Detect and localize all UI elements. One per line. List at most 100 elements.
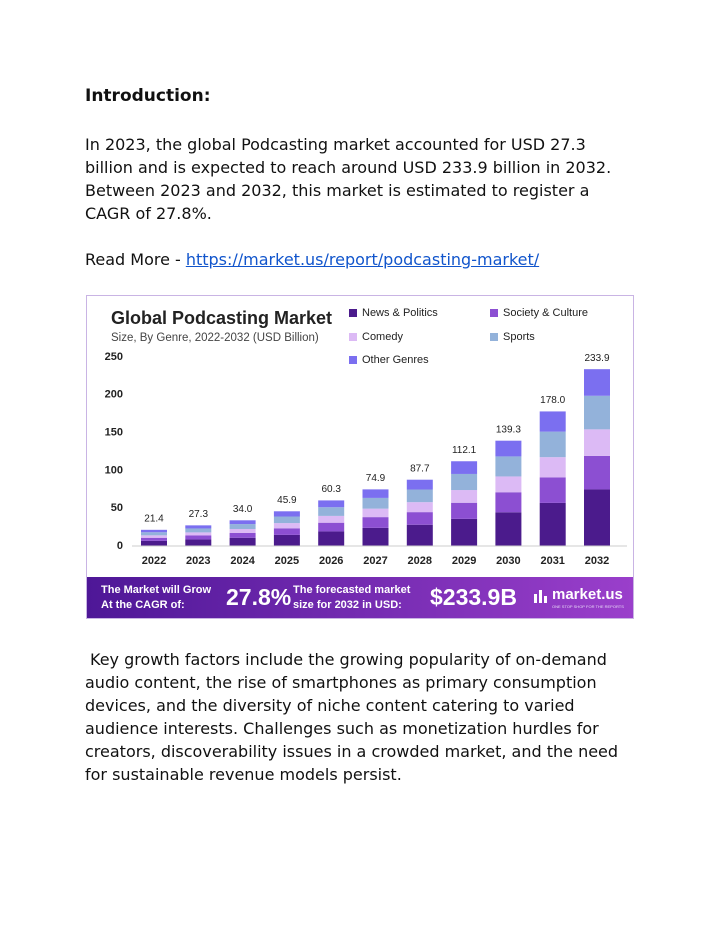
banner-text: The Market will Grow bbox=[101, 584, 211, 596]
banner-cagr: 27.8% bbox=[226, 584, 291, 610]
bar-segment bbox=[451, 461, 478, 474]
bar-segment bbox=[406, 479, 433, 490]
bar-segment bbox=[273, 523, 300, 529]
bar-segment bbox=[229, 532, 256, 538]
bar-segment bbox=[539, 457, 566, 478]
x-tick-label: 2023 bbox=[186, 555, 210, 567]
x-tick-label: 2026 bbox=[319, 555, 343, 567]
bar-segment bbox=[406, 524, 433, 546]
bar-segment bbox=[273, 511, 300, 517]
total-label: 60.3 bbox=[321, 484, 341, 495]
bar-segment bbox=[229, 524, 256, 529]
x-tick-label: 2027 bbox=[363, 555, 387, 567]
legend-label: Society & Culture bbox=[503, 307, 588, 319]
bar-segment bbox=[584, 455, 610, 490]
banner-text: At the CAGR of: bbox=[101, 599, 185, 611]
body-paragraph: Key growth factors include the growing p… bbox=[85, 650, 619, 784]
bar-segment bbox=[451, 473, 478, 491]
bar-segment bbox=[451, 502, 478, 519]
legend-swatch bbox=[349, 356, 357, 364]
total-label: 87.7 bbox=[410, 463, 430, 474]
banner-text: The forecasted market bbox=[293, 584, 411, 596]
bar-segment bbox=[318, 515, 345, 523]
bar-segment bbox=[229, 537, 256, 546]
bar-segment bbox=[584, 369, 610, 396]
legend-swatch bbox=[349, 309, 357, 317]
legend-label: News & Politics bbox=[362, 307, 438, 319]
bar-segment bbox=[141, 529, 167, 533]
bar-segment bbox=[584, 429, 610, 456]
bar-segment bbox=[318, 500, 345, 508]
y-tick-label: 150 bbox=[105, 427, 123, 439]
legend-label: Other Genres bbox=[362, 354, 429, 366]
x-tick-label: 2032 bbox=[585, 555, 609, 567]
banner-text: size for 2032 in USD: bbox=[293, 599, 402, 611]
intro-paragraph: In 2023, the global Podcasting market ac… bbox=[85, 135, 612, 223]
total-label: 45.9 bbox=[277, 495, 297, 506]
bar-segment bbox=[273, 516, 300, 524]
total-label: 233.9 bbox=[584, 353, 609, 364]
y-tick-label: 250 bbox=[105, 351, 123, 363]
bar-segment bbox=[362, 508, 389, 518]
bar-segment bbox=[451, 518, 478, 546]
bar-segment bbox=[362, 489, 389, 498]
bar-segment bbox=[141, 540, 167, 546]
banner-forecast: $233.9B bbox=[430, 584, 517, 610]
bar-segment bbox=[185, 532, 212, 536]
x-tick-label: 2028 bbox=[408, 555, 432, 567]
legend-label: Sports bbox=[503, 331, 535, 343]
bar-segment bbox=[495, 512, 522, 546]
bar-segment bbox=[318, 531, 345, 546]
bar-segment bbox=[185, 539, 212, 546]
bar-segment bbox=[185, 528, 212, 533]
y-tick-label: 50 bbox=[111, 502, 123, 514]
chart: Global Podcasting Market Size, By Genre,… bbox=[86, 295, 634, 619]
bar-segment bbox=[495, 492, 522, 513]
y-tick-label: 200 bbox=[105, 389, 123, 401]
total-label: 178.0 bbox=[540, 395, 565, 406]
bar-segment bbox=[362, 497, 389, 509]
bar-segment bbox=[539, 431, 566, 458]
bar-segment bbox=[141, 532, 167, 536]
read-more-label: Read More - bbox=[85, 250, 181, 269]
y-tick-label: 100 bbox=[105, 464, 123, 476]
bar-segment bbox=[141, 535, 167, 538]
bar-segment bbox=[495, 440, 522, 457]
link[interactable]: https://market.us/report/podcasting-mark… bbox=[185, 250, 540, 269]
bar-segment bbox=[539, 502, 566, 546]
bar-segment bbox=[185, 525, 212, 529]
heading: Introduction: bbox=[85, 86, 211, 106]
bar-segment bbox=[406, 489, 433, 503]
bar-segment bbox=[406, 502, 433, 513]
bar-segment bbox=[273, 534, 300, 546]
bar-segment bbox=[539, 477, 566, 503]
bar-segment bbox=[584, 395, 610, 430]
bar-segment bbox=[362, 527, 389, 546]
read-more: Read More - https://market.us/report/podc… bbox=[85, 248, 645, 271]
bar-segment bbox=[495, 456, 522, 477]
bar-segment bbox=[185, 535, 212, 540]
bar-segment bbox=[229, 528, 256, 533]
bar-segment bbox=[318, 522, 345, 532]
x-tick-label: 2030 bbox=[496, 555, 520, 567]
chart-title: Global Podcasting Market bbox=[111, 308, 332, 328]
y-tick-label: 0 bbox=[117, 540, 123, 552]
bar-segment bbox=[141, 537, 167, 541]
bar-segment bbox=[273, 528, 300, 535]
total-label: 21.4 bbox=[144, 513, 164, 524]
legend-label: Comedy bbox=[362, 331, 403, 343]
bar-segment bbox=[584, 489, 610, 546]
x-tick-label: 2025 bbox=[275, 555, 299, 567]
bar-segment bbox=[362, 517, 389, 528]
bar-segment bbox=[451, 490, 478, 503]
legend-swatch bbox=[490, 309, 498, 317]
tagline: ONE STOP SHOP FOR THE REPORTS bbox=[552, 604, 624, 609]
bar-segment bbox=[539, 411, 566, 432]
x-tick-label: 2031 bbox=[540, 555, 564, 567]
x-tick-label: 2022 bbox=[142, 555, 166, 567]
legend-swatch bbox=[349, 333, 357, 341]
brand: market.us bbox=[552, 586, 623, 603]
bar-segment bbox=[495, 476, 522, 493]
total-label: 112.1 bbox=[452, 445, 477, 456]
